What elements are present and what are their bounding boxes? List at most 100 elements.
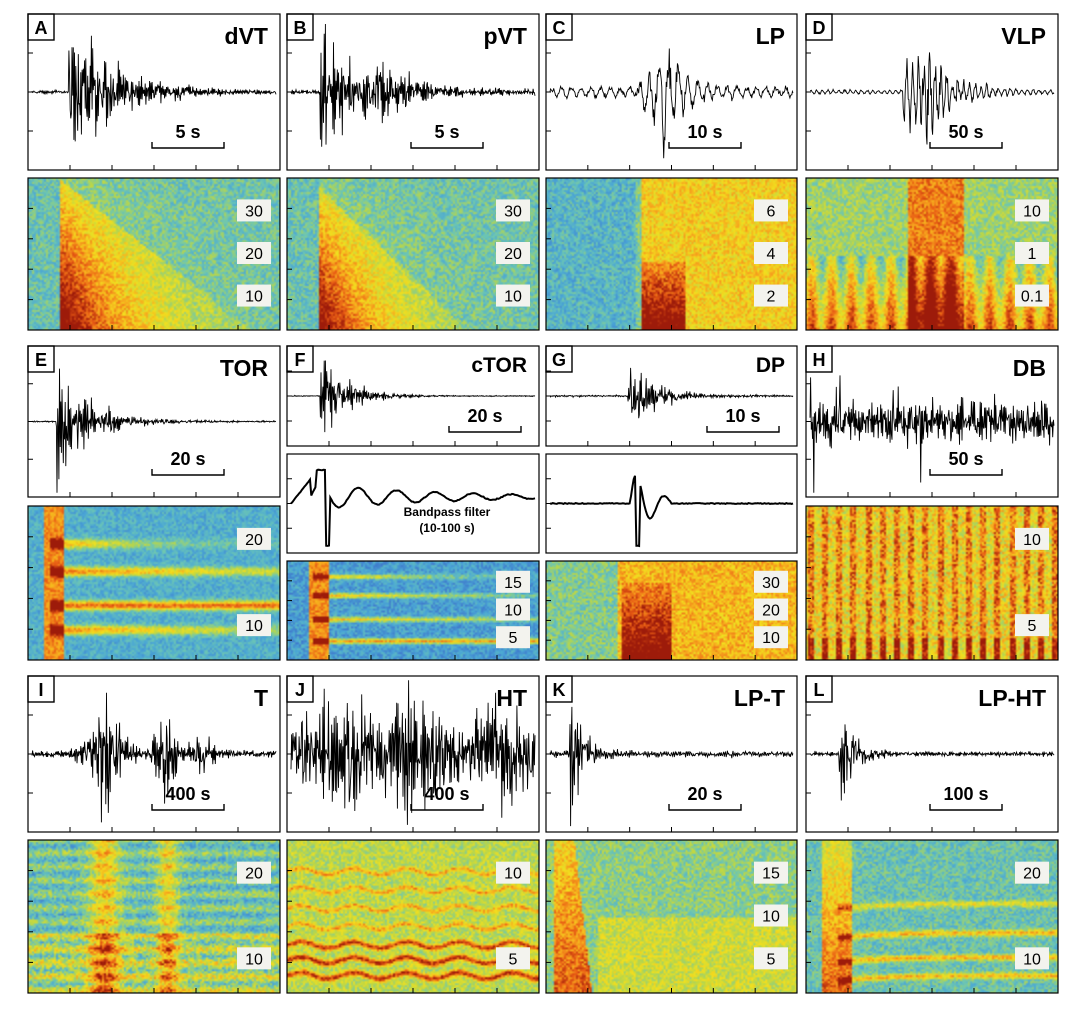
panel-letter: C	[553, 18, 566, 38]
freq-label-box	[496, 626, 530, 649]
freq-label-box	[1015, 527, 1049, 550]
waveform-plot	[287, 676, 539, 832]
time-scale-bar	[668, 142, 742, 149]
panel-k: K LP-T 20 s 15 10 5	[545, 675, 797, 993]
freq-label-box	[1015, 242, 1049, 264]
event-title: LP-HT	[978, 685, 1046, 711]
time-scale-label: 10 s	[725, 406, 760, 426]
panel-h: H DB 50 s 10 5	[805, 345, 1058, 660]
waveform-plot	[806, 676, 1058, 832]
filter-caption-line1: Bandpass filter	[404, 505, 491, 519]
event-title: LP-T	[734, 685, 785, 711]
waveform-trace	[809, 375, 1055, 493]
freq-label: 30	[504, 203, 522, 220]
time-scale-label: 5 s	[175, 122, 200, 142]
freq-label-box	[237, 527, 271, 550]
waveform-plot	[546, 14, 797, 170]
waveform-plot	[287, 14, 539, 170]
freq-label: 20	[245, 532, 263, 549]
freq-label: 10	[504, 603, 522, 620]
panel-letter: J	[295, 680, 305, 700]
event-title: VLP	[1001, 23, 1046, 49]
freq-label-box	[496, 242, 530, 264]
time-scale-bar	[448, 426, 522, 433]
freq-label-box	[496, 947, 530, 970]
panel-letter: D	[813, 18, 826, 38]
waveform-plot	[287, 346, 539, 446]
panel-letter: F	[295, 350, 306, 370]
freq-label: 10	[762, 630, 780, 647]
panel-letter-box	[27, 13, 55, 41]
panel-letter: H	[813, 350, 826, 370]
time-scale-label: 100 s	[943, 784, 988, 804]
freq-label: 20	[245, 246, 263, 263]
waveform-trace	[31, 692, 277, 823]
freq-label-box	[496, 199, 530, 222]
freq-label-box	[754, 626, 788, 649]
panel-j: J HT 400 s 10 5	[286, 675, 539, 993]
panel-letter: A	[35, 18, 48, 38]
freq-label-box	[754, 947, 788, 970]
event-title: DB	[1013, 355, 1046, 381]
time-scale-bar	[706, 426, 780, 433]
freq-label: 10	[1023, 203, 1041, 220]
freq-label-box	[1015, 199, 1049, 222]
panel-letter: E	[35, 350, 47, 370]
freq-label: 5	[509, 630, 518, 647]
freq-label: 5	[509, 951, 518, 968]
freq-label-box	[754, 199, 788, 222]
freq-label: 20	[1023, 866, 1041, 883]
waveform-trace	[549, 367, 794, 419]
waveform-plot	[28, 14, 280, 170]
time-scale-bar	[929, 142, 1003, 149]
freq-label: 10	[245, 951, 263, 968]
panel-e: E TOR 20 s 20 10	[27, 345, 280, 660]
freq-label: 5	[1028, 618, 1037, 635]
time-scale-label: 10 s	[687, 122, 722, 142]
time-scale-label: 50 s	[948, 449, 983, 469]
waveform-trace	[549, 48, 794, 159]
freq-label-box	[496, 284, 530, 307]
panel-letter-box	[805, 345, 833, 373]
freq-label-box	[237, 614, 271, 637]
waveform-plot	[546, 346, 797, 446]
freq-label: 15	[504, 575, 522, 592]
waveform-trace	[809, 52, 1055, 145]
time-scale-bar	[151, 804, 225, 811]
freq-label-box	[1015, 614, 1049, 637]
event-title: DP	[756, 354, 785, 377]
filter-caption-line2: (10-100 s)	[419, 521, 474, 535]
freq-label: 20	[504, 246, 522, 263]
panel-letter: K	[553, 680, 566, 700]
filtered-waveform-plot	[287, 454, 539, 553]
freq-label: 10	[1023, 532, 1041, 549]
panel-letter: I	[38, 680, 43, 700]
freq-label: 10	[762, 909, 780, 926]
waveform-plot	[806, 14, 1058, 170]
freq-label-box	[237, 199, 271, 222]
time-scale-bar	[410, 804, 484, 811]
waveform-plot	[28, 346, 280, 497]
event-title: dVT	[225, 23, 268, 49]
freq-label: 10	[504, 289, 522, 306]
time-scale-label: 20 s	[170, 449, 205, 469]
waveform-trace	[810, 724, 1055, 801]
time-scale-label: 20 s	[467, 406, 502, 426]
event-title: TOR	[220, 355, 269, 381]
freq-label-box	[754, 570, 788, 593]
panel-c: C LP 10 s 6 4 2	[545, 13, 797, 330]
freq-label: 5	[767, 951, 776, 968]
freq-label: 10	[504, 866, 522, 883]
freq-label-box	[1015, 861, 1049, 884]
freq-label-box	[496, 861, 530, 884]
event-title: T	[254, 685, 268, 711]
panel-letter: G	[552, 350, 566, 370]
time-scale-bar	[151, 142, 225, 149]
waveform-plot	[546, 676, 797, 832]
panel-letter-box	[27, 675, 55, 703]
freq-label: 15	[762, 866, 780, 883]
freq-label: 0.1	[1021, 289, 1043, 306]
panel-letter: L	[814, 680, 825, 700]
